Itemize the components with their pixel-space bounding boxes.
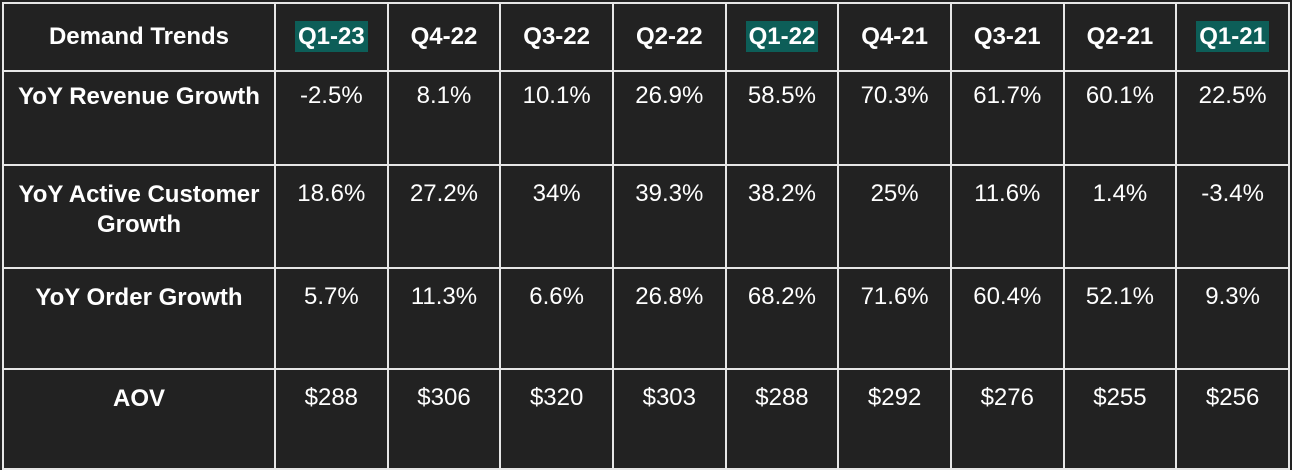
value-cell: $256 [1175,368,1290,470]
header-text: Demand Trends [48,23,230,50]
value-cell: 38.2% [724,164,840,269]
value-cell: 27.2% [386,164,502,269]
header-cell: Q1-21 [1175,2,1290,72]
table-row: YoY Active Customer Growth 18.6% 27.2% 34% 3… [2,164,1290,269]
header-cell: Q4-21 [837,2,952,72]
value-cell: $320 [499,368,614,470]
value-cell: 71.6% [837,267,952,370]
value-cell: $288 [724,368,840,470]
header-text: Q4-21 [861,23,928,50]
header-cell: Q3-21 [949,2,1065,72]
header-text: Q1-23 [294,21,368,52]
row-label: YoY Revenue Growth [2,70,276,166]
value-cell: 10.1% [499,70,614,166]
row-label: YoY Order Growth [2,267,276,370]
value-cell: 58.5% [724,70,840,166]
value-cell: 70.3% [837,70,952,166]
header-text: Q3-21 [973,23,1041,50]
table-row: AOV $288 $306 $320 $303 $288 $292 $276 $255 $256 [2,368,1290,470]
header-cell: Q1-22 [724,2,840,72]
value-cell: -3.4% [1175,164,1290,269]
table-row: YoY Revenue Growth -2.5% 8.1% 10.1% 26.9% 58.… [2,70,1290,166]
value-cell: -2.5% [274,70,389,166]
value-cell: $303 [611,368,727,470]
value-cell: 61.7% [949,70,1065,166]
value-cell: 5.7% [274,267,389,370]
header-text: Q2-22 [635,23,703,50]
value-cell: $306 [386,368,502,470]
value-cell: 6.6% [499,267,614,370]
value-cell: 39.3% [611,164,727,269]
header-row: Demand Trends Q1-23 Q4-22 Q3-22 Q2-22 Q1-22 Q4… [2,2,1290,72]
header-text: Q1-22 [745,21,819,52]
header-cell: Demand Trends [2,2,276,72]
value-cell: 26.9% [611,70,727,166]
value-cell: 11.6% [949,164,1065,269]
header-cell: Q4-22 [386,2,502,72]
header-text: Q2-21 [1086,23,1154,50]
value-cell: 11.3% [386,267,502,370]
value-cell: 34% [499,164,614,269]
value-cell: 18.6% [274,164,389,269]
table-row: YoY Order Growth 5.7% 11.3% 6.6% 26.8% 68.2% 7… [2,267,1290,370]
value-cell: $288 [274,368,389,470]
value-cell: 25% [837,164,952,269]
value-cell: 8.1% [386,70,502,166]
header-cell: Q3-22 [499,2,614,72]
value-cell: $255 [1062,368,1178,470]
value-cell: 52.1% [1062,267,1178,370]
header-text: Q3-22 [523,23,590,50]
value-cell: 60.4% [949,267,1065,370]
header-cell: Q1-23 [274,2,389,72]
value-cell: 1.4% [1062,164,1178,269]
row-label: YoY Active Customer Growth [2,164,276,269]
header-text: Q4-22 [410,23,478,50]
row-label: AOV [2,368,276,470]
value-cell: 26.8% [611,267,727,370]
value-cell: 68.2% [724,267,840,370]
header-cell: Q2-21 [1062,2,1178,72]
value-cell: $292 [837,368,952,470]
value-cell: 22.5% [1175,70,1290,166]
value-cell: 60.1% [1062,70,1178,166]
header-text: Q1-21 [1196,21,1269,52]
header-cell: Q2-22 [611,2,727,72]
value-cell: 9.3% [1175,267,1290,370]
value-cell: $276 [949,368,1065,470]
